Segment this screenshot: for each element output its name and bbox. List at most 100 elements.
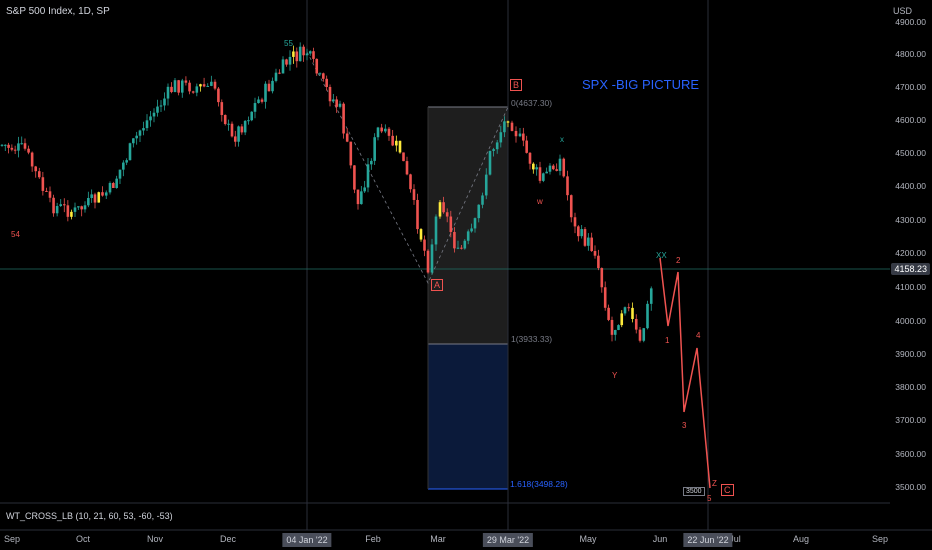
candle-body [430, 244, 434, 273]
candle-body [10, 147, 14, 150]
candle-body [522, 133, 525, 141]
candle-body [416, 199, 419, 230]
candle-body [649, 288, 653, 304]
candle-body [562, 158, 566, 177]
candle-body [77, 206, 80, 208]
candle-body [253, 103, 257, 112]
candle-body [267, 83, 271, 92]
candle-body [532, 163, 535, 170]
wave-label-5: 5 [707, 494, 712, 503]
candle-body [419, 229, 423, 240]
candle-body [638, 329, 642, 341]
time-label: Sep [871, 534, 889, 544]
candle-body [366, 164, 370, 188]
candle-body [620, 313, 624, 326]
candle-body [442, 202, 445, 213]
wave-label-xx: XX [656, 251, 667, 260]
candle-body [281, 59, 285, 74]
candle-body [305, 53, 309, 56]
candle-body [597, 255, 600, 269]
candle-body [247, 120, 250, 122]
candle-body [315, 58, 319, 74]
candle-body [558, 158, 562, 171]
time-label: Nov [146, 534, 164, 544]
candle-body [518, 133, 522, 137]
candle-body [87, 198, 90, 206]
candle-body [402, 152, 405, 162]
candle-body [17, 143, 20, 151]
candle-body [295, 51, 299, 62]
time-label: May [579, 534, 597, 544]
wave-label-54: 54 [11, 230, 20, 239]
candle-body [55, 206, 59, 214]
price-label: 3500.00 [895, 482, 926, 492]
candle-body [152, 112, 156, 117]
candle-body [108, 183, 112, 193]
candle-body [118, 169, 122, 179]
candle-body [240, 126, 244, 133]
candle-body [449, 216, 453, 232]
candle-body [610, 319, 614, 335]
candle-body [391, 135, 394, 146]
candle-body [220, 102, 224, 115]
candle-body [569, 195, 573, 218]
candle-body [492, 149, 495, 151]
candle-body [73, 207, 77, 212]
candle-body [62, 204, 66, 206]
candle-body [0, 144, 4, 146]
candle-body [41, 177, 45, 191]
wave-label-w: w [537, 197, 543, 206]
candle-body [426, 250, 430, 273]
candle-body [243, 120, 247, 133]
candle-body [52, 197, 55, 214]
candle-body [156, 106, 159, 113]
candle-body [83, 205, 87, 210]
candle-body [264, 83, 267, 102]
candle-body [128, 143, 132, 161]
candle-body [438, 202, 442, 217]
candle-body [488, 150, 492, 175]
candle-body [603, 287, 607, 308]
candle-body [405, 161, 409, 175]
price-label: 3600.00 [895, 449, 926, 459]
candle-body [360, 191, 363, 205]
candle-body [634, 318, 638, 330]
price-label: 4800.00 [895, 49, 926, 59]
fib-0-label: 0(4637.30) [511, 98, 553, 108]
candle-body [138, 130, 142, 136]
candle-body [27, 148, 30, 153]
candle-body [195, 86, 199, 93]
candle-body [466, 231, 470, 241]
candle-body [227, 123, 230, 125]
time-label: Feb [365, 534, 381, 544]
candle-body [335, 99, 338, 107]
candle-body [555, 169, 558, 171]
wave-label-x: x [560, 135, 564, 144]
candle-body [173, 80, 177, 93]
candle-body [213, 81, 217, 89]
fib-upper-zone [428, 107, 508, 344]
candle-body [434, 216, 438, 245]
candle-body [503, 121, 506, 133]
symbol-title: S&P 500 Index, 1D, SP [6, 6, 110, 17]
time-label: Aug [792, 534, 810, 544]
candle-body [538, 167, 542, 181]
projected-wave-path [659, 257, 711, 489]
candle-body [115, 178, 118, 188]
candle-body [573, 217, 577, 227]
price-label: 3700.00 [895, 415, 926, 425]
candle-body [37, 171, 41, 178]
indicator-label[interactable]: WT_CROSS_LB (10, 21, 60, 53, -60, -53) [6, 511, 173, 521]
candle-body [170, 86, 173, 93]
candle-body [112, 183, 115, 188]
candle-body [13, 149, 17, 151]
candle-body [70, 211, 73, 217]
candle-body [101, 192, 104, 196]
candle-body [48, 191, 52, 198]
wave-label-3: 3 [682, 421, 687, 430]
candle-body [308, 51, 312, 54]
candle-body [528, 152, 532, 164]
candle-body [409, 174, 412, 190]
candle-body [566, 176, 569, 196]
